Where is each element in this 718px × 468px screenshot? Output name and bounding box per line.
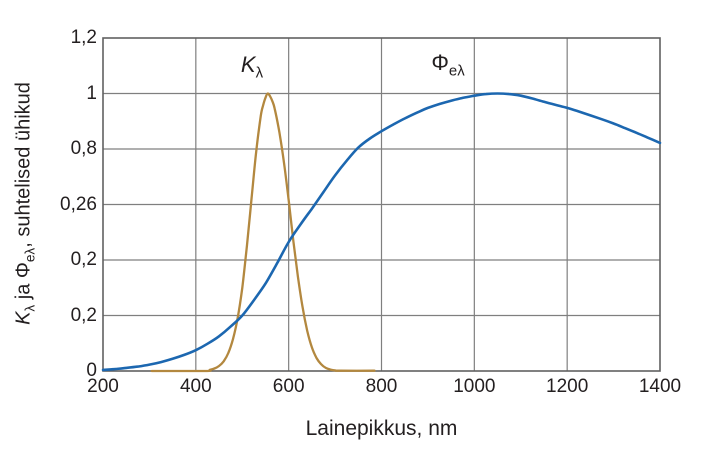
- x-tick-label: 400: [179, 376, 212, 397]
- y-title-phi: Φ: [12, 262, 35, 279]
- k-lambda-curve: [150, 92, 376, 373]
- y-tick-label: 1,2: [70, 27, 97, 48]
- phi-label-sub: eλ: [448, 62, 465, 80]
- y-title-k: K: [12, 311, 35, 325]
- phi-curve-label: Φeλ: [431, 50, 465, 80]
- y-tick-label: 0,2: [70, 304, 97, 326]
- phi-curve: [101, 92, 662, 372]
- x-tick-label: 600: [272, 376, 305, 397]
- x-tick-label: 800: [365, 376, 398, 397]
- x-tick-label: 1400: [638, 376, 682, 397]
- y-tick-label: 0,2: [70, 249, 97, 270]
- k-label-main: K: [240, 52, 256, 77]
- y-title-k-sub: λ: [22, 304, 38, 312]
- phi-label-main: Φ: [431, 50, 449, 75]
- y-title-rest: , suhtelised ühikud: [12, 82, 35, 248]
- y-tick-label: 0,26: [60, 193, 97, 215]
- y-tick-label: 0,8: [70, 138, 97, 159]
- k-label-sub: λ: [255, 64, 264, 82]
- x-tick-label: 1000: [453, 376, 496, 397]
- plot-border: [102, 37, 661, 372]
- y-title-phi-sub: eλ: [22, 247, 38, 263]
- y-tick-label: 1: [86, 82, 97, 104]
- y-axis-title: Kλ ja Φeλ, suhtelised ühikud: [12, 24, 38, 384]
- k-lambda-curve-label: Kλ: [240, 52, 264, 82]
- x-tick-label: 200: [87, 376, 119, 397]
- y-title-mid: ja: [12, 278, 35, 305]
- x-tick-label: 1200: [546, 376, 589, 397]
- y-tick-label: 0: [86, 360, 97, 381]
- x-axis-title: Lainepikkus, nm: [305, 417, 458, 440]
